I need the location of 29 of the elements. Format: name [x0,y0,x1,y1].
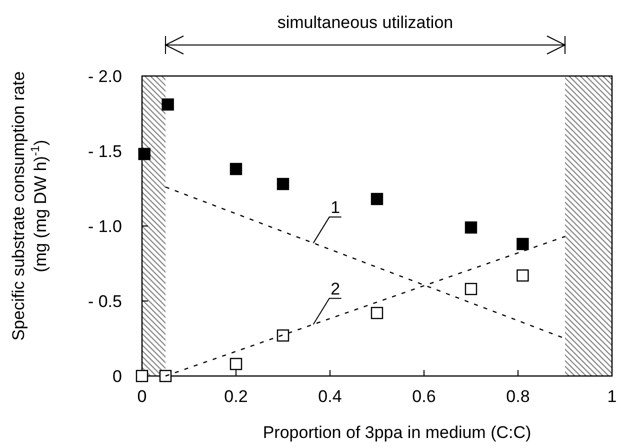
x-axis-title: Proportion of 3ppa in medium (C:C) [262,423,532,442]
point [370,306,384,320]
x-tick-label: 0.2 [224,387,248,406]
point [162,98,174,111]
point [230,162,242,176]
y-tick-label: 0 [112,367,122,386]
y-tick-label: - 0.5 [88,292,122,311]
series-label: 1 [330,198,340,218]
x-tick-label: 0.4 [318,387,342,406]
point [276,178,290,190]
x-tick-label: 0.8 [506,387,530,406]
point [159,370,172,382]
series-label: 2 [330,279,340,298]
y-tick-label: - 1.0 [88,217,122,236]
point [138,148,150,160]
text: simultaneous utilization [277,13,454,32]
point [516,269,529,282]
point [464,221,478,234]
point [464,282,478,296]
x-tick-label: 0.6 [412,387,436,406]
x-tick-label: 1 [607,387,617,406]
point [370,192,384,206]
point [230,358,242,370]
y-tick-label: - 2.0 [88,67,122,86]
point [516,238,529,250]
x-tick-label: 0 [137,387,147,406]
point [276,329,290,342]
point [136,370,148,382]
y-tick-label: - 1.5 [88,142,122,161]
